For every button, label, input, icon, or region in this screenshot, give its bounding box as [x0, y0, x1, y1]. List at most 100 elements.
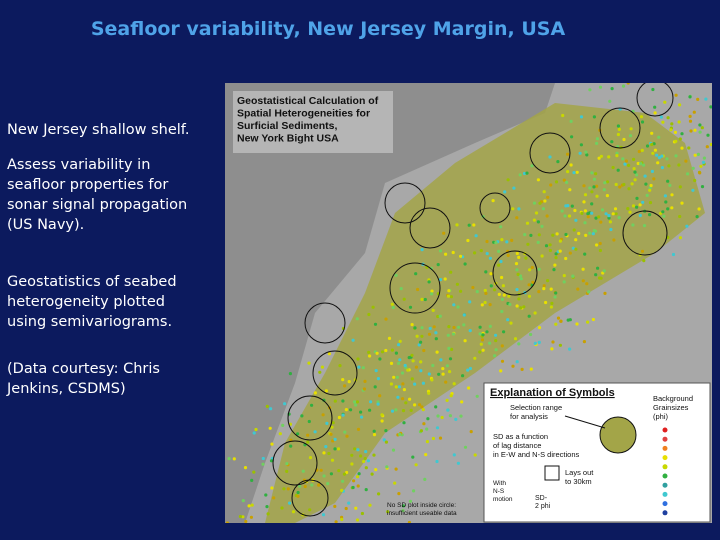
survey-dot — [688, 114, 692, 118]
survey-dot — [582, 184, 586, 188]
survey-dot — [425, 440, 429, 444]
survey-dot — [635, 205, 639, 209]
survey-dot — [648, 201, 653, 205]
survey-dot — [397, 385, 401, 389]
survey-dot — [670, 193, 674, 197]
survey-dot — [435, 426, 440, 430]
survey-dot — [639, 162, 643, 166]
grainsize-swatch — [662, 510, 668, 516]
survey-dot — [598, 276, 602, 280]
survey-dot — [628, 210, 632, 214]
survey-dot — [330, 425, 334, 429]
survey-dot — [391, 305, 395, 310]
survey-dot — [419, 340, 423, 344]
survey-dot — [518, 274, 523, 278]
legend-text: With — [493, 480, 506, 487]
legend-text: Grainsizes — [653, 403, 689, 412]
survey-dot — [400, 371, 405, 375]
survey-dot — [329, 432, 333, 436]
survey-dot — [650, 169, 654, 173]
survey-dot — [709, 142, 712, 147]
survey-dot — [659, 115, 663, 119]
grainsize-swatch — [662, 501, 668, 507]
survey-dot — [635, 196, 639, 200]
survey-dot — [499, 369, 503, 373]
survey-dot — [394, 408, 398, 412]
survey-dot — [466, 238, 470, 243]
survey-dot — [483, 300, 487, 305]
survey-dot — [420, 334, 424, 338]
survey-dot — [250, 478, 254, 482]
survey-dot — [303, 484, 307, 489]
survey-dot — [687, 146, 691, 150]
survey-dot — [419, 360, 423, 364]
survey-dot — [629, 127, 633, 131]
bullet-line: Jenkins, CSDMS) — [7, 381, 126, 397]
survey-dot — [698, 130, 702, 134]
survey-dot — [622, 137, 626, 142]
survey-dot — [530, 164, 534, 168]
survey-dot — [439, 358, 443, 362]
survey-dot — [608, 99, 612, 103]
survey-dot — [549, 287, 553, 291]
survey-dot — [609, 227, 613, 232]
survey-dot — [494, 348, 498, 352]
survey-dot — [604, 212, 608, 216]
survey-dot — [592, 115, 596, 119]
survey-dot — [594, 273, 598, 277]
survey-dot — [670, 122, 674, 126]
survey-dot — [550, 347, 554, 351]
survey-dot — [463, 445, 468, 449]
survey-dot — [585, 153, 589, 157]
survey-dot — [515, 251, 519, 256]
survey-dot — [296, 494, 300, 498]
survey-dot — [473, 356, 477, 360]
bullet-line: Assess variability in — [7, 157, 151, 173]
legend-text: in E-W and N-S directions — [493, 450, 580, 459]
survey-dot — [583, 221, 587, 225]
survey-dot — [241, 515, 245, 519]
survey-dot — [272, 496, 276, 500]
survey-dot — [306, 440, 310, 444]
survey-dot — [631, 204, 636, 208]
survey-dot — [418, 403, 422, 407]
survey-dot — [285, 462, 289, 466]
survey-dot — [595, 243, 599, 247]
survey-dot — [497, 263, 501, 267]
survey-dot — [467, 223, 471, 227]
survey-dot — [534, 211, 539, 215]
survey-dot — [444, 380, 448, 384]
survey-dot — [574, 247, 578, 251]
survey-dot — [349, 408, 353, 412]
survey-dot — [354, 506, 358, 510]
survey-dot — [579, 143, 583, 147]
survey-dot — [326, 482, 330, 486]
survey-dot — [602, 188, 606, 192]
survey-dot — [626, 83, 630, 85]
survey-dot — [378, 357, 382, 361]
survey-dot — [650, 131, 654, 135]
survey-dot — [493, 354, 497, 358]
survey-dot — [485, 239, 489, 244]
survey-dot — [595, 141, 599, 145]
survey-dot — [556, 316, 561, 320]
survey-dot — [680, 146, 684, 150]
survey-dot — [463, 339, 467, 343]
survey-dot — [513, 337, 518, 341]
survey-dot — [532, 201, 537, 205]
survey-dot — [624, 159, 628, 163]
survey-dot — [472, 223, 476, 227]
survey-dot — [586, 212, 590, 216]
survey-dot — [580, 211, 584, 215]
survey-dot — [661, 120, 665, 124]
grainsize-swatch — [662, 436, 668, 442]
survey-dot — [697, 207, 701, 211]
survey-dot — [427, 372, 431, 376]
survey-dot — [639, 115, 644, 119]
survey-dot — [564, 232, 568, 237]
survey-dot — [554, 291, 558, 295]
survey-dot — [488, 324, 492, 328]
survey-dot — [377, 492, 381, 496]
survey-dot — [497, 249, 501, 253]
